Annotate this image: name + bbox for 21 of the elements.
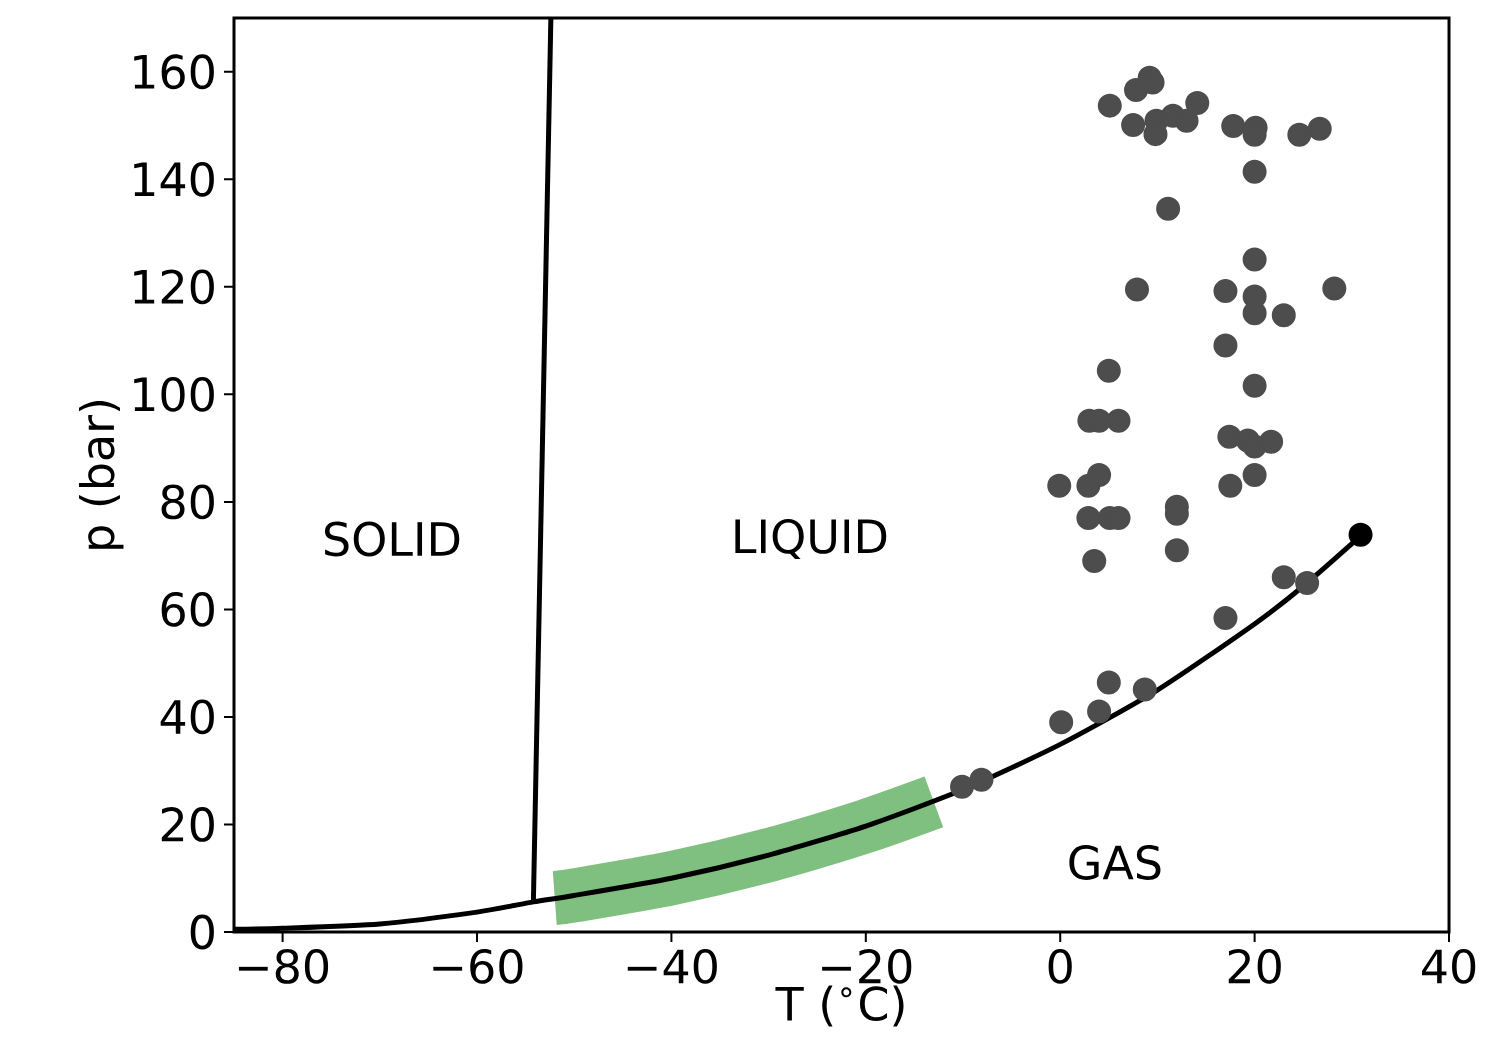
y-tick-label: 100 bbox=[134, 376, 214, 412]
annotation: SOLID bbox=[324, 521, 460, 557]
y-tick-label: 120 bbox=[134, 269, 214, 305]
x-tick-label: 0 bbox=[1048, 949, 1072, 984]
y-tick-label: 80 bbox=[161, 484, 214, 520]
x-tick-label: −60 bbox=[433, 949, 523, 984]
y-axis-title: p (bar) bbox=[78, 400, 124, 549]
x-tick-label: 40 bbox=[1422, 949, 1476, 984]
annotation: LIQUID bbox=[735, 518, 887, 560]
y-tick-label: 0 bbox=[190, 914, 214, 950]
y-tick-label: 140 bbox=[134, 161, 214, 197]
y-tick-label: 60 bbox=[161, 592, 214, 627]
x-tick-label: 20 bbox=[1228, 949, 1281, 984]
x-tick-label: −40 bbox=[627, 949, 717, 984]
y-tick-label: 40 bbox=[160, 699, 214, 735]
y-tick-label: 20 bbox=[161, 807, 214, 842]
x-axis-title: T ($^{∘}$C) bbox=[775, 985, 904, 1027]
x-tick-label: −80 bbox=[238, 949, 329, 984]
annotation: GAS bbox=[1069, 845, 1161, 880]
x-tick-label: −20 bbox=[822, 949, 912, 984]
y-tick-label: 160 bbox=[134, 54, 214, 90]
